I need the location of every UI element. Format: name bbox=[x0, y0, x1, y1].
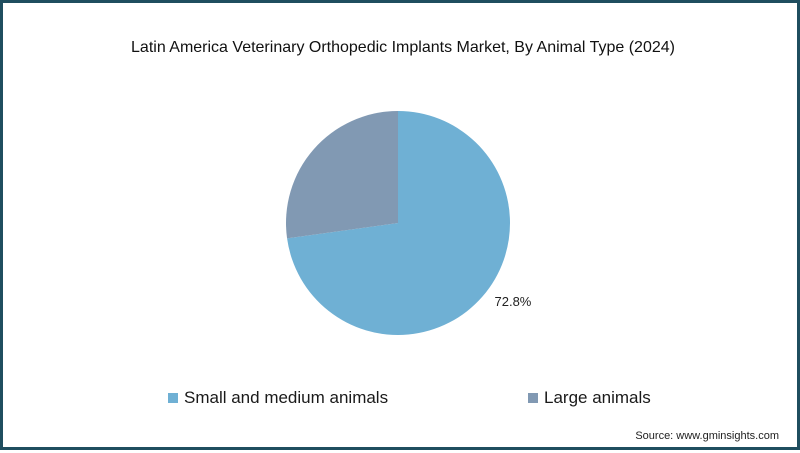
pie-data-label: 72.8% bbox=[495, 294, 532, 309]
pie-slice-large-animals bbox=[286, 111, 398, 239]
legend-item-small-medium-animals: Small and medium animals bbox=[168, 388, 388, 408]
legend-item-large-animals: Large animals bbox=[528, 388, 651, 408]
legend-label-small-medium-animals: Small and medium animals bbox=[184, 388, 389, 407]
legend-swatch-small-medium-animals bbox=[168, 393, 178, 403]
source-note: Source: www.gminsights.com bbox=[635, 430, 779, 442]
chart-title: Latin America Veterinary Orthopedic Impl… bbox=[131, 39, 675, 56]
legend-label-large-animals: Large animals bbox=[544, 388, 651, 407]
legend: Small and medium animals Large animals bbox=[3, 388, 800, 412]
legend-swatch-large-animals bbox=[528, 393, 538, 403]
pie-chart: 72.8% bbox=[286, 111, 532, 335]
pie-slice-small-and-medium-animals bbox=[287, 111, 511, 335]
